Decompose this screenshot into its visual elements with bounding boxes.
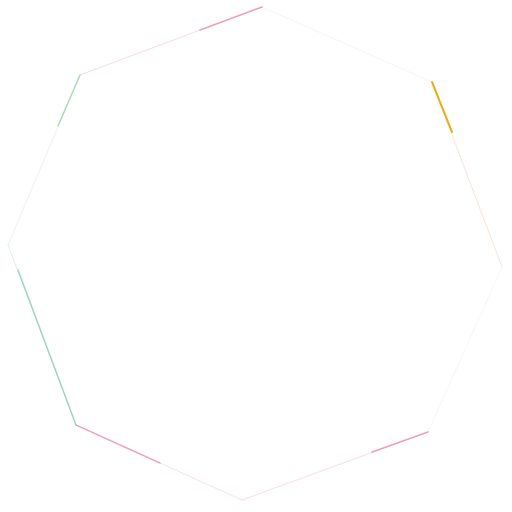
pink-bottom-right-accent — [371, 431, 429, 453]
teal-left-accent — [17, 269, 77, 426]
pink-top-edge-accent — [199, 6, 263, 31]
orange-edge-accent — [431, 81, 453, 133]
octagon-edge-right-lower — [427, 266, 503, 433]
octagon-fill — [8, 7, 502, 500]
pink-bottom-left-accent — [75, 424, 161, 464]
octagon-edge-top-right — [261, 6, 433, 83]
green-left-accent — [57, 74, 81, 127]
